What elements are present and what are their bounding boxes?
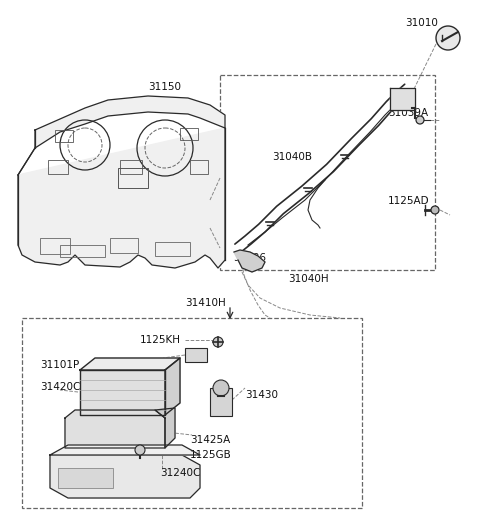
Text: 31430: 31430 xyxy=(245,390,278,400)
Bar xyxy=(210,388,232,416)
Bar xyxy=(55,130,73,142)
Bar xyxy=(190,160,208,174)
Text: 31040H: 31040H xyxy=(288,274,329,284)
Polygon shape xyxy=(50,455,200,498)
Bar xyxy=(48,160,68,174)
Bar xyxy=(110,238,138,253)
Text: 1125AD: 1125AD xyxy=(388,196,430,206)
Circle shape xyxy=(416,116,424,124)
Polygon shape xyxy=(50,445,200,455)
Bar xyxy=(180,128,198,140)
Circle shape xyxy=(213,337,223,347)
Polygon shape xyxy=(234,250,265,272)
Bar xyxy=(60,245,105,257)
Polygon shape xyxy=(390,88,415,110)
Text: 31040B: 31040B xyxy=(272,152,312,162)
Circle shape xyxy=(431,206,439,214)
Bar xyxy=(220,75,435,270)
Polygon shape xyxy=(18,128,225,268)
Polygon shape xyxy=(80,370,165,415)
Bar xyxy=(40,238,70,254)
Polygon shape xyxy=(65,410,165,448)
Text: 31150: 31150 xyxy=(148,82,181,92)
Polygon shape xyxy=(165,358,180,415)
Bar xyxy=(118,168,148,188)
Text: 31425A: 31425A xyxy=(190,435,230,445)
Circle shape xyxy=(213,380,229,396)
Text: 31420C: 31420C xyxy=(40,382,80,392)
Text: 31036: 31036 xyxy=(233,253,266,263)
Bar xyxy=(22,318,362,508)
Bar xyxy=(185,348,207,362)
Text: 1125KH: 1125KH xyxy=(140,335,181,345)
Text: 31240C: 31240C xyxy=(160,468,200,478)
Bar xyxy=(120,160,142,174)
Polygon shape xyxy=(80,358,180,370)
Circle shape xyxy=(436,26,460,50)
Text: 31039A: 31039A xyxy=(388,108,428,118)
Text: 31010: 31010 xyxy=(405,18,438,28)
Bar xyxy=(155,242,190,256)
Polygon shape xyxy=(155,408,175,448)
Bar xyxy=(58,468,113,488)
Text: 31101P: 31101P xyxy=(40,360,79,370)
Text: 1125GB: 1125GB xyxy=(190,450,232,460)
Circle shape xyxy=(135,445,145,455)
Polygon shape xyxy=(35,96,225,148)
Text: 31410H: 31410H xyxy=(185,298,226,308)
